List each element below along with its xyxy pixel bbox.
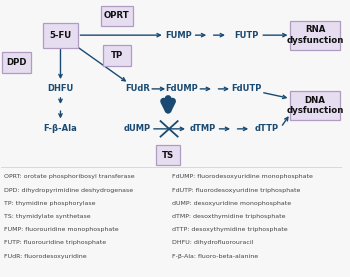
FancyBboxPatch shape: [43, 23, 78, 48]
Text: DHFU: DHFU: [47, 84, 74, 93]
FancyBboxPatch shape: [100, 6, 133, 26]
FancyBboxPatch shape: [103, 45, 131, 66]
Text: DNA
dysfunction: DNA dysfunction: [286, 96, 344, 115]
Text: TP: thymidine phosphorylase: TP: thymidine phosphorylase: [4, 201, 96, 206]
Text: FdUTP: fluorodesoxyuridine triphosphate: FdUTP: fluorodesoxyuridine triphosphate: [172, 188, 300, 193]
Text: dTMP: desoxthymidine triphosphate: dTMP: desoxthymidine triphosphate: [172, 214, 285, 219]
Text: RNA
dysfunction: RNA dysfunction: [286, 25, 344, 45]
Text: F-β-Ala: fluoro-beta-alanine: F-β-Ala: fluoro-beta-alanine: [172, 254, 258, 259]
Text: FUMP: fluorouridine monophosphate: FUMP: fluorouridine monophosphate: [4, 227, 119, 232]
Text: TS: thymidylate synthetase: TS: thymidylate synthetase: [4, 214, 91, 219]
Text: dUMP: dUMP: [124, 124, 151, 133]
FancyBboxPatch shape: [1, 52, 30, 73]
Text: FUTP: fluorouridine triphosphate: FUTP: fluorouridine triphosphate: [4, 240, 106, 245]
Text: dTTP: dTTP: [255, 124, 279, 133]
Text: dTMP: dTMP: [189, 124, 215, 133]
FancyBboxPatch shape: [156, 145, 180, 165]
Text: F-β-Ala: F-β-Ala: [44, 124, 77, 133]
FancyBboxPatch shape: [290, 91, 340, 120]
Text: FUdR: fluorodesoxyuridine: FUdR: fluorodesoxyuridine: [4, 254, 87, 259]
Text: dTTP: desoxythymidine triphosphate: dTTP: desoxythymidine triphosphate: [172, 227, 287, 232]
Text: dUMP: desoxyuridine monophosphate: dUMP: desoxyuridine monophosphate: [172, 201, 290, 206]
FancyBboxPatch shape: [290, 21, 340, 50]
Text: 5-FU: 5-FU: [49, 31, 71, 40]
Text: FUTP: FUTP: [234, 31, 259, 40]
Text: TP: TP: [111, 51, 123, 60]
Text: DPD: dihydropyrimidine deshydrogenase: DPD: dihydropyrimidine deshydrogenase: [4, 188, 133, 193]
Text: FdUMP: FdUMP: [166, 84, 198, 93]
Text: DHFU: dihydrofluorouracil: DHFU: dihydrofluorouracil: [172, 240, 253, 245]
Text: TS: TS: [162, 150, 174, 160]
Text: FdUMP: fluorodesoxyuridine monophosphate: FdUMP: fluorodesoxyuridine monophosphate: [172, 174, 313, 179]
Text: FUdR: FUdR: [125, 84, 150, 93]
Text: FdUTP: FdUTP: [231, 84, 262, 93]
Text: DPD: DPD: [6, 58, 26, 67]
Text: OPRT: OPRT: [104, 11, 130, 20]
Text: FUMP: FUMP: [165, 31, 192, 40]
Text: OPRT: orotate phosphoribosyl transferase: OPRT: orotate phosphoribosyl transferase: [4, 174, 135, 179]
